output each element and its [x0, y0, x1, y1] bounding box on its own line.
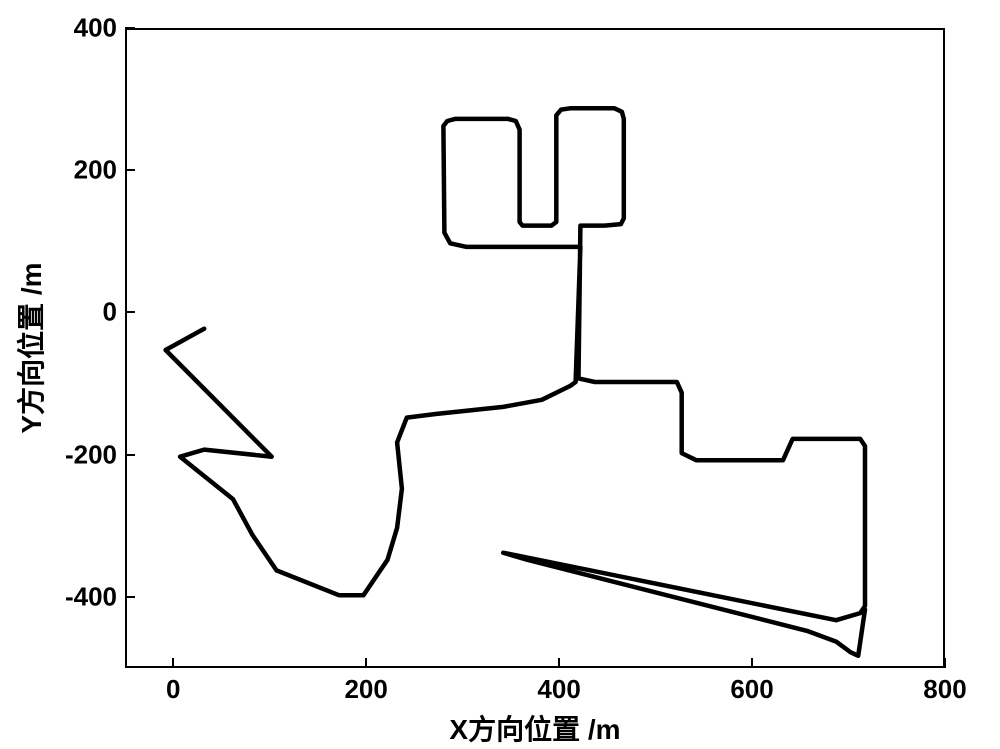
- x-tick-mark: [944, 658, 946, 668]
- x-tick-label: 0: [166, 674, 180, 705]
- x-tick-mark: [365, 658, 367, 668]
- y-tick-label: -400: [55, 581, 117, 612]
- x-tick-label: 400: [537, 674, 580, 705]
- x-tick-mark: [558, 658, 560, 668]
- y-axis-label: Y方向位置 /m: [10, 262, 50, 433]
- y-tick-mark: [125, 27, 135, 29]
- y-tick-label: 0: [55, 297, 117, 328]
- x-tick-mark: [172, 658, 174, 668]
- y-tick-label: 400: [55, 13, 117, 44]
- y-tick-mark: [125, 169, 135, 171]
- x-tick-label: 800: [923, 674, 966, 705]
- plot-area: [125, 28, 945, 668]
- y-tick-mark: [125, 454, 135, 456]
- x-tick-label: 200: [344, 674, 387, 705]
- y-tick-label: -200: [55, 439, 117, 470]
- trajectory-line: [127, 30, 947, 670]
- y-tick-mark: [125, 311, 135, 313]
- y-tick-mark: [125, 596, 135, 598]
- trajectory-chart: X方向位置 /m Y方向位置 /m 0 200 400 600 800 -400 -200 0…: [0, 0, 1000, 749]
- x-tick-mark: [751, 658, 753, 668]
- x-axis-label: X方向位置 /m: [449, 708, 620, 748]
- x-tick-label: 600: [730, 674, 773, 705]
- y-tick-label: 200: [55, 155, 117, 186]
